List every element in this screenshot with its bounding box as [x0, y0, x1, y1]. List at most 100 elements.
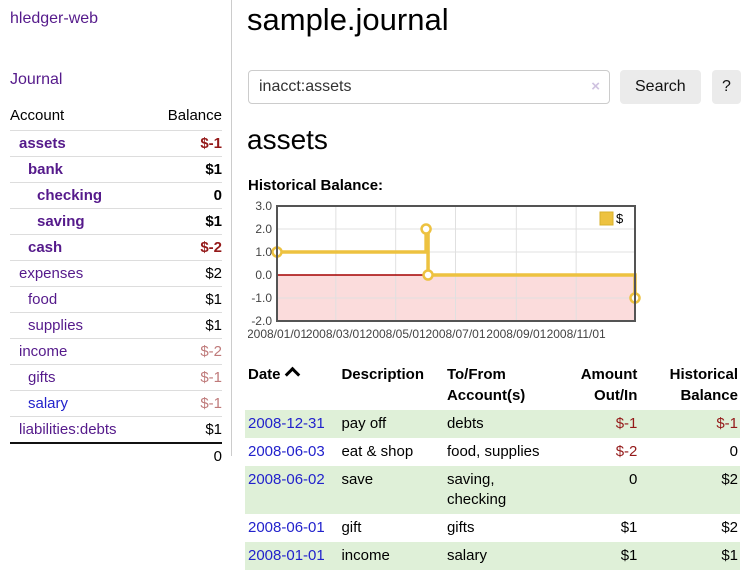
register-row: 2008-12-31 pay off debts $-1 $-1	[245, 410, 740, 438]
register-description: income	[338, 542, 444, 570]
register-table: Date Description To/From Account(s) Amoun…	[245, 362, 740, 570]
register-header-row: Date Description To/From Account(s) Amoun…	[245, 362, 740, 410]
sidebar-account-row: assets $-1	[10, 130, 222, 157]
sidebar-account-row: checking 0	[10, 182, 222, 209]
sidebar-account-balance: $-2	[150, 338, 222, 365]
register-date-link[interactable]: 2008-01-01	[248, 547, 325, 564]
register-date-link[interactable]: 2008-06-02	[248, 471, 325, 488]
register-header-date[interactable]: Date	[245, 362, 338, 410]
sidebar-account-link[interactable]: bank	[28, 161, 64, 178]
sidebar-account-link[interactable]: assets	[19, 135, 66, 152]
register-balance: $2	[639, 466, 740, 514]
sidebar-account-link[interactable]: liabilities:debts	[19, 421, 117, 438]
register-date-link[interactable]: 2008-06-03	[248, 443, 325, 460]
sidebar-account-balance: $1	[150, 286, 222, 313]
register-accounts: saving, checking	[443, 466, 556, 514]
register-balance: $1	[639, 542, 740, 570]
sidebar-account-balance: $2	[150, 260, 222, 287]
sidebar-account-link[interactable]: salary	[28, 395, 69, 412]
chart-x-tick-label: 2008/01/01	[248, 327, 307, 341]
chart-y-tick-label: 1.0	[255, 245, 272, 259]
register-balance: $2	[721, 519, 738, 536]
sidebar-account-row: saving $1	[10, 208, 222, 235]
chart-y-tick-label: -1.0	[251, 291, 272, 305]
chart-legend-swatch	[599, 211, 614, 226]
sidebar-account-row: gifts $-1	[10, 364, 222, 391]
sidebar-divider	[231, 0, 232, 456]
sidebar-account-balance: $1	[150, 156, 222, 183]
chart-legend-label: $	[616, 211, 624, 226]
app-title-link[interactable]: hledger-web	[10, 10, 99, 27]
chart-x-tick-label: 2008/07/01	[425, 327, 485, 341]
register-date-link[interactable]: 2008-12-31	[248, 415, 325, 432]
sidebar-account-row: cash $-2	[10, 234, 222, 261]
register-row: 2008-06-01 gift gifts $1 $2	[245, 514, 740, 542]
register-balance: $-1	[639, 410, 740, 438]
search-form: ×	[248, 70, 610, 104]
register-accounts: gifts	[446, 519, 475, 536]
register-accounts: debts	[443, 410, 556, 438]
accounts-header-account: Account	[10, 107, 65, 124]
chart-heading: Historical Balance:	[248, 177, 384, 194]
register-accounts: salary	[443, 542, 556, 570]
chart-border	[276, 205, 636, 322]
chart-y-tick-label: -2.0	[251, 314, 272, 328]
sidebar-total-row: 0	[10, 442, 222, 469]
chart-x-tick-label: 2008/05/01	[366, 327, 426, 341]
sidebar-account-link[interactable]: checking	[37, 187, 103, 204]
sidebar-account-row: food $1	[10, 286, 222, 313]
sidebar-account-balance: $1	[150, 312, 222, 339]
sidebar-account-balance: $-1	[150, 364, 222, 391]
register-description: save	[338, 466, 444, 514]
accounts-header-balance: Balance	[167, 107, 222, 124]
chart-y-tick-label: 3.0	[255, 200, 272, 213]
register-header-balance: Historical Balance	[669, 366, 738, 404]
sidebar-account-row: expenses $2	[10, 260, 222, 287]
chart-x-tick-label: 2008/09/01	[486, 327, 546, 341]
search-input[interactable]	[248, 70, 610, 104]
sidebar-account-link[interactable]: saving	[37, 213, 85, 230]
register-row: 2008-06-03 eat & shop food, supplies $-2 0	[245, 438, 740, 466]
sidebar-item-journal[interactable]: Journal	[10, 71, 63, 88]
sidebar-account-link[interactable]: income	[19, 343, 68, 360]
register-amount: $-1	[555, 410, 640, 438]
search-button[interactable]: Search	[620, 70, 701, 104]
sidebar-account-link[interactable]: expenses	[19, 265, 84, 282]
help-button[interactable]: ?	[712, 70, 741, 104]
balance-chart: 3.0 2.0 1.0 0.0 -1.0 -2.0 2008/01/01 2008/03/01…	[247, 199, 648, 348]
register-header-amount: Amount Out/In	[580, 366, 638, 404]
register-amount: $-2	[615, 443, 638, 460]
clear-search-icon[interactable]: ×	[591, 78, 600, 95]
sidebar-account-link[interactable]: food	[28, 291, 58, 308]
sidebar-account-balance: $1	[150, 208, 222, 235]
sidebar-account-balance: $-2	[150, 234, 222, 261]
register-row: 2008-01-01 income salary $1 $1	[245, 542, 740, 570]
sidebar-account-link[interactable]: cash	[28, 239, 63, 256]
chart-point-marker	[422, 269, 434, 281]
register-date-link[interactable]: 2008-06-01	[248, 519, 325, 536]
sidebar-account-link[interactable]: gifts	[28, 369, 56, 386]
sidebar-account-row: supplies $1	[10, 312, 222, 339]
sort-ascending-icon	[284, 366, 300, 383]
chart-x-tick-label: 2008/03/01	[306, 327, 366, 341]
sidebar-account-row: salary $-1	[10, 390, 222, 417]
register-header-description: Description	[341, 366, 424, 383]
chart-point-marker	[420, 223, 432, 235]
register-amount: 0	[555, 466, 640, 514]
account-heading: assets	[247, 124, 328, 155]
sidebar-account-balance: $-1	[150, 130, 222, 157]
register-amount: $1	[620, 519, 638, 536]
register-description: pay off	[338, 410, 444, 438]
page-title: sample.journal	[247, 2, 449, 37]
sidebar-account-link[interactable]: supplies	[28, 317, 84, 334]
sidebar-account-row: income $-2	[10, 338, 222, 365]
accounts-balance-table: Account Balance assets $-1 bank $1 checking 0…	[10, 103, 222, 469]
chart-y-tick-label: 0.0	[255, 268, 272, 282]
register-description: eat & shop	[341, 443, 414, 460]
sidebar-account-row: liabilities:debts $1	[10, 416, 222, 443]
register-row: 2008-06-02 save saving, checking 0 $2	[245, 466, 740, 514]
sidebar-total-balance: 0	[150, 442, 222, 469]
sidebar-account-balance: 0	[150, 182, 222, 209]
register-description: gift	[341, 519, 362, 536]
sidebar-account-balance: $1	[150, 416, 222, 443]
